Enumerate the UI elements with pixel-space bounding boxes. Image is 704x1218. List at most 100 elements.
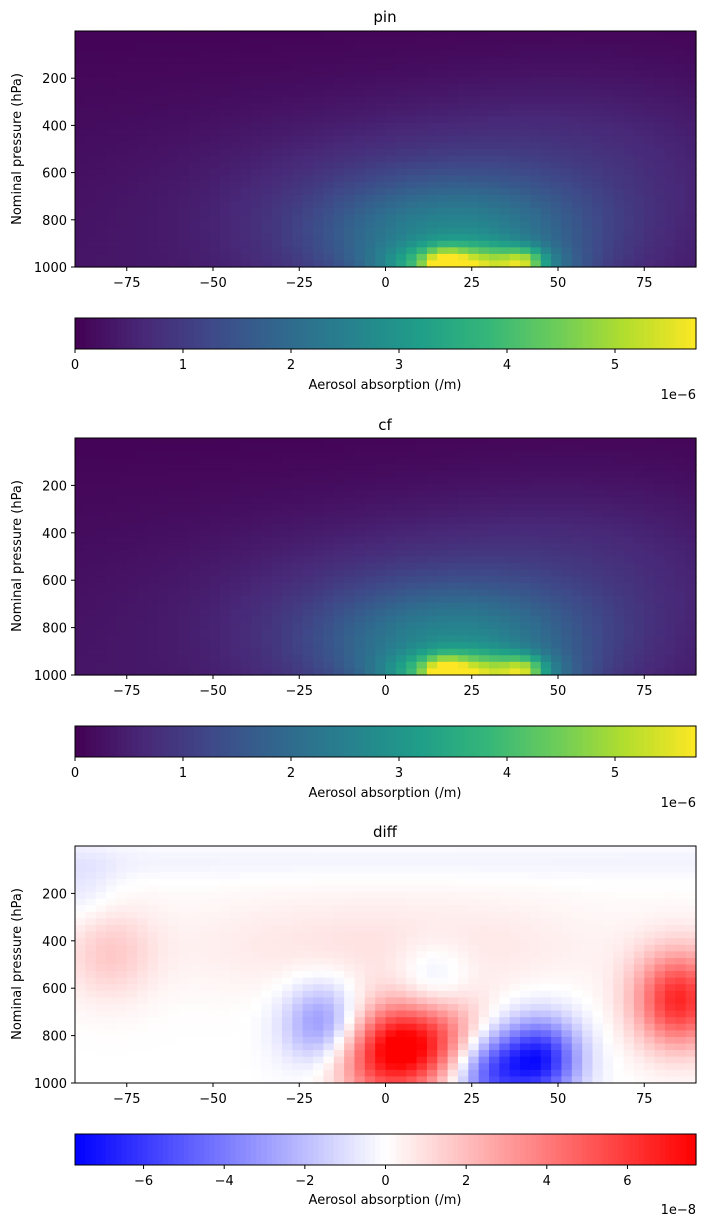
heatmap-cell [209, 50, 221, 58]
heatmap-cell [602, 655, 614, 663]
heatmap-cell [426, 530, 438, 538]
heatmap-cell [261, 214, 273, 222]
heatmap-cell [344, 83, 356, 91]
heatmap-cell [302, 668, 314, 676]
heatmap-cell [126, 530, 138, 538]
heatmap-cell [302, 253, 314, 262]
heatmap-cell [613, 622, 625, 630]
heatmap-cell [395, 457, 407, 465]
heatmap-cell [147, 661, 159, 670]
colorbar-swatch [457, 726, 464, 757]
heatmap-cell [364, 188, 376, 196]
heatmap-cell [395, 530, 407, 538]
heatmap-cell [292, 194, 304, 203]
heatmap-cell [137, 556, 149, 564]
heatmap-cell [447, 129, 459, 137]
heatmap-cell [489, 510, 500, 518]
heatmap-cell [199, 155, 211, 163]
heatmap-cell [561, 596, 573, 604]
heatmap-cell [147, 227, 159, 235]
heatmap-cell [633, 628, 645, 637]
heatmap-cell [395, 168, 407, 176]
heatmap-cell [364, 31, 376, 39]
heatmap-cell [592, 543, 604, 551]
heatmap-cell [489, 859, 500, 867]
heatmap-cell [437, 129, 449, 137]
heatmap-cell [137, 109, 149, 117]
heatmap-cell [416, 214, 428, 222]
heatmap-cell [551, 208, 563, 216]
heatmap-cell [240, 609, 252, 617]
heatmap-cell [261, 247, 273, 255]
heatmap-cell [137, 622, 149, 630]
heatmap-cell [240, 846, 252, 854]
heatmap-cell [106, 648, 117, 656]
heatmap-cell [271, 247, 283, 255]
heatmap-cell [551, 510, 563, 518]
heatmap-cell [426, 168, 438, 176]
heatmap-cell [137, 497, 149, 505]
heatmap-cell [126, 556, 138, 564]
heatmap-cell [644, 655, 656, 663]
heatmap-cell [426, 859, 438, 867]
heatmap-cell [157, 615, 169, 623]
heatmap-cell [530, 208, 542, 216]
heatmap-cell [457, 852, 469, 860]
heatmap-cell [95, 457, 107, 465]
heatmap-cell [644, 859, 656, 867]
heatmap-cell [457, 63, 469, 71]
colorbar-swatch [592, 318, 599, 349]
heatmap-cell [489, 181, 500, 189]
heatmap-cell [157, 582, 169, 591]
heatmap-cell [416, 661, 428, 670]
heatmap-cell [85, 162, 97, 170]
heatmap-cell [364, 96, 376, 104]
heatmap-cell [623, 510, 635, 518]
heatmap-cell [551, 155, 563, 163]
heatmap-cell [75, 253, 86, 262]
heatmap-cell [602, 135, 614, 144]
heatmap-cell [406, 70, 418, 78]
heatmap-cell [364, 549, 376, 558]
heatmap-cell [313, 135, 324, 144]
heatmap-cell [437, 549, 449, 558]
heatmap-cell [219, 188, 231, 196]
heatmap-cell [116, 83, 128, 91]
heatmap-cell [344, 878, 356, 887]
heatmap-cell [623, 142, 635, 150]
heatmap-cell [602, 596, 614, 604]
heatmap-cell [219, 872, 231, 880]
heatmap-cell [675, 517, 687, 525]
heatmap-cell [302, 83, 314, 91]
heatmap-cell [571, 576, 583, 584]
heatmap-cell [447, 510, 459, 518]
heatmap-cell [364, 57, 376, 65]
heatmap-cell [478, 142, 490, 150]
heatmap-cell [240, 852, 252, 860]
heatmap-cell [282, 221, 293, 229]
heatmap-cell [354, 517, 366, 525]
heatmap-cell [364, 530, 376, 538]
heatmap-cell [551, 569, 563, 577]
heatmap-cell [447, 859, 459, 867]
heatmap-cell [168, 155, 180, 163]
heatmap-cell [282, 201, 293, 209]
heatmap-cell [364, 50, 376, 58]
heatmap-cell [406, 188, 418, 196]
heatmap-cell [602, 253, 614, 262]
heatmap-cell [292, 556, 304, 564]
heatmap-cell [654, 175, 666, 183]
heatmap-cell [437, 477, 449, 485]
heatmap-cell [168, 457, 180, 465]
colorbar-swatch [323, 726, 330, 757]
heatmap-cell [313, 510, 324, 518]
heatmap-cell [561, 155, 573, 163]
heatmap-cell [468, 201, 480, 209]
heatmap-cell [540, 76, 552, 85]
heatmap-cell [416, 116, 428, 124]
heatmap-cell [623, 852, 635, 860]
heatmap-cell [509, 438, 521, 446]
heatmap-cell [561, 470, 573, 479]
heatmap-cell [199, 536, 211, 544]
heatmap-cell [375, 655, 387, 663]
